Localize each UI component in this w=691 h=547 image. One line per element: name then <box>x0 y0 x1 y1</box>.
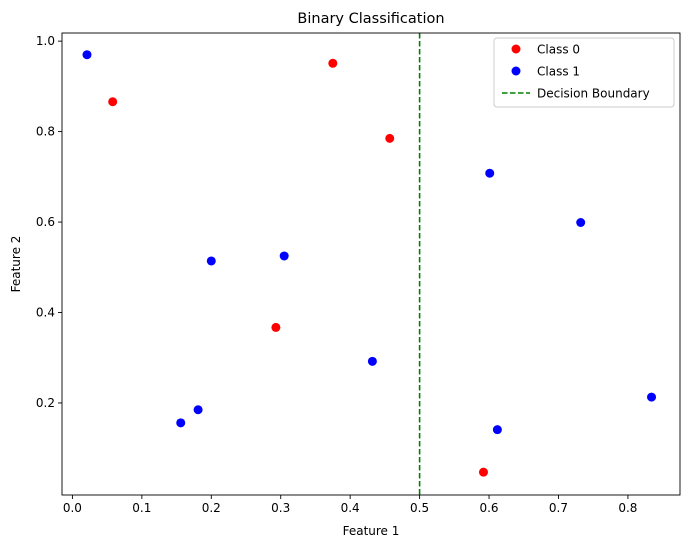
x-tick-label: 0.0 <box>63 501 82 515</box>
plot-area-frame <box>61 32 681 496</box>
y-axis-label: Feature 2 <box>9 236 23 293</box>
y-tick-label: 0.6 <box>36 215 55 229</box>
x-axis-ticks: 0.0 0.1 0.2 0.3 0.4 0.5 0.6 0.7 0.8 <box>63 495 637 515</box>
chart-title: Binary Classification <box>297 11 444 27</box>
y-tick-label: 1.0 <box>36 34 55 48</box>
data-points-layer <box>82 50 657 477</box>
y-axis-ticks: 0.2 0.4 0.6 0.8 1.0 <box>36 34 62 410</box>
y-tick-label: 0.2 <box>36 396 55 410</box>
data-point-class-0 <box>271 322 281 332</box>
data-point-class-0 <box>328 58 338 68</box>
data-point-class-1 <box>82 50 92 60</box>
x-tick-label: 0.2 <box>202 501 221 515</box>
x-tick-label: 0.3 <box>271 501 290 515</box>
legend-label-decision-boundary: Decision Boundary <box>537 87 650 101</box>
y-tick-label: 0.4 <box>36 306 55 320</box>
x-tick-label: 0.5 <box>410 501 429 515</box>
x-tick-label: 0.1 <box>132 501 151 515</box>
x-tick-label: 0.7 <box>549 501 568 515</box>
legend: Class 0 Class 1 Decision Boundary <box>493 37 675 108</box>
data-point-class-0 <box>108 97 118 107</box>
data-point-class-1 <box>576 218 586 228</box>
data-point-class-1 <box>176 418 186 428</box>
data-point-class-1 <box>492 425 502 435</box>
legend-label-class-0: Class 0 <box>537 43 580 57</box>
legend-label-class-1: Class 1 <box>537 65 580 79</box>
legend-marker-class-1 <box>511 66 521 76</box>
y-tick-label: 0.8 <box>36 125 55 139</box>
legend-box <box>493 37 675 108</box>
data-point-class-1 <box>193 405 203 415</box>
legend-marker-class-0 <box>511 44 521 54</box>
data-point-class-1 <box>206 256 216 266</box>
data-point-class-0 <box>385 133 395 143</box>
x-tick-label: 0.6 <box>479 501 498 515</box>
data-point-class-1 <box>485 168 495 178</box>
data-point-class-0 <box>478 467 488 477</box>
data-point-class-1 <box>367 356 377 366</box>
data-point-class-1 <box>279 251 289 261</box>
x-axis-label: Feature 1 <box>343 524 400 538</box>
x-tick-label: 0.4 <box>341 501 360 515</box>
data-point-class-1 <box>647 392 657 402</box>
x-tick-label: 0.8 <box>618 501 637 515</box>
